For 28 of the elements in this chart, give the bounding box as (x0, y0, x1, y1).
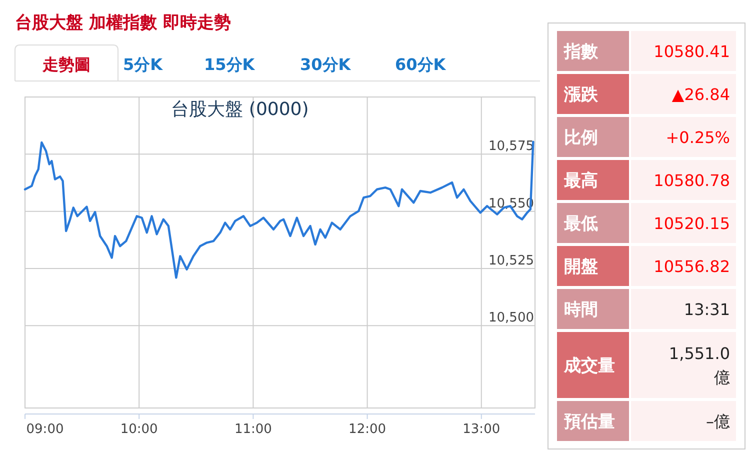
text: –億 (706, 412, 730, 431)
x-tick-label: 09:00 (26, 422, 64, 437)
category-label: 比例 (564, 128, 598, 148)
category-label: 最低 (563, 214, 598, 234)
text: 13:31 (684, 300, 730, 319)
category-label: 開盤 (564, 257, 598, 277)
category-label: 指數 (563, 42, 599, 62)
category-label: 漲跌 (563, 85, 599, 105)
category-label: 時間 (564, 300, 598, 320)
text: 10556.82 (654, 257, 730, 276)
text: ▲26.84 (672, 85, 730, 104)
category-label: 成交量 (563, 356, 615, 376)
text: 10580.41 (654, 42, 730, 61)
chart-title: 台股大盤 加權指數 即時走勢 (15, 13, 231, 33)
text: 1,551.0 億 (668, 344, 730, 387)
tab-bar: 走勢圖 5分K 15分K 30分K 60分K (14, 44, 540, 82)
text: 10520.15 (654, 214, 730, 233)
x-tick-label: 12:00 (348, 422, 386, 437)
x-tick-label: 11:00 (234, 422, 272, 437)
chart-subtitle: 台股大盤 (0000) (171, 99, 309, 120)
text: +0.25% (666, 128, 730, 147)
y-tick-label: 10,500 (488, 310, 534, 326)
x-tick-label: 10:00 (120, 422, 158, 437)
category-label: 最高 (563, 171, 598, 191)
y-tick-label: 10,525 (488, 254, 534, 269)
category-label: 預估量 (563, 412, 615, 432)
text: 10580.78 (654, 171, 730, 190)
x-tick-label: 13:00 (462, 422, 500, 437)
